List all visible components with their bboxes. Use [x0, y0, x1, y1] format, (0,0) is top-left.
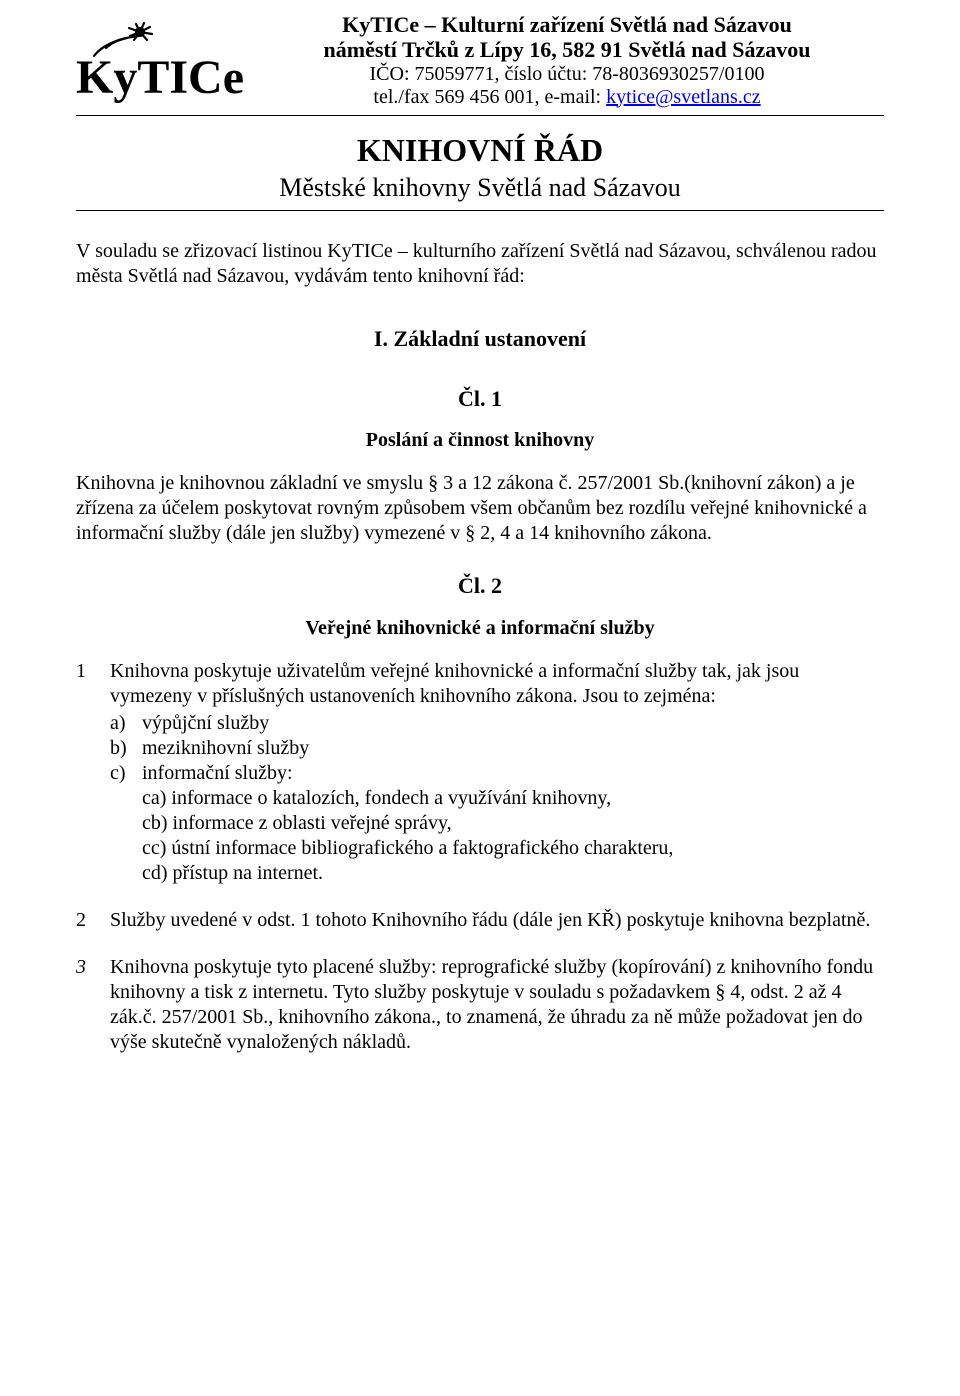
- list-item: cc) ústní informace bibliografického a f…: [142, 836, 884, 861]
- divider: [76, 115, 884, 116]
- org-address: náměstí Trčků z Lípy 16, 582 91 Světlá n…: [250, 37, 884, 62]
- list-item: ca) informace o katalozích, fondech a vy…: [142, 786, 884, 811]
- item-text: meziknihovní služby: [142, 736, 884, 761]
- item-letter: b): [110, 736, 142, 761]
- letterhead: KyTICe KyTICe – Kulturní zařízení Světlá…: [76, 12, 884, 109]
- logo: KyTICe: [76, 12, 250, 102]
- list-item: 1 Knihovna poskytuje uživatelům veřejné …: [76, 659, 884, 886]
- list-item: a) výpůjční služby: [110, 711, 884, 736]
- divider: [76, 210, 884, 211]
- list-item: cd) přístup na internet.: [142, 861, 884, 886]
- item-body: Knihovna poskytuje tyto placené služby: …: [110, 955, 884, 1055]
- item-letter: c): [110, 761, 142, 786]
- logo-text: KyTICe: [76, 54, 244, 102]
- intro-paragraph: V souladu se zřizovací listinou KyTICe –…: [76, 239, 884, 289]
- doc-subtitle: Městské knihovny Světlá nad Sázavou: [76, 172, 884, 205]
- article-text: Knihovna je knihovnou základní ve smyslu…: [76, 471, 884, 546]
- article-number: Čl. 1: [76, 385, 884, 413]
- email-link[interactable]: kytice@svetlans.cz: [606, 86, 760, 108]
- item-number: 3: [76, 955, 110, 1055]
- article-number: Čl. 2: [76, 572, 884, 600]
- list-item: cb) informace z oblasti veřejné správy,: [142, 811, 884, 836]
- contact-prefix: tel./fax 569 456 001, e-mail:: [373, 86, 606, 108]
- list-item: b) meziknihovní služby: [110, 736, 884, 761]
- list-item: 2 Služby uvedené v odst. 1 tohoto Knihov…: [76, 908, 884, 933]
- item-text: informační služby:: [142, 761, 884, 786]
- document-page: KyTICe KyTICe – Kulturní zařízení Světlá…: [0, 0, 960, 1396]
- item-text: výpůjční služby: [142, 711, 884, 736]
- numbered-list: 1 Knihovna poskytuje uživatelům veřejné …: [76, 659, 884, 1055]
- article-title: Poslání a činnost knihovny: [76, 428, 884, 453]
- item-number: 2: [76, 908, 110, 933]
- article-title: Veřejné knihovnické a informační služby: [76, 616, 884, 641]
- org-contact: tel./fax 569 456 001, e-mail: kytice@sve…: [250, 86, 884, 109]
- item-lead: Knihovna poskytuje uživatelům veřejné kn…: [110, 660, 799, 707]
- section-title: I. Základní ustanovení: [76, 325, 884, 353]
- item-number: 1: [76, 659, 110, 886]
- letterhead-text: KyTICe – Kulturní zařízení Světlá nad Sá…: [250, 12, 884, 109]
- letter-list: a) výpůjční služby b) meziknihovní služb…: [110, 711, 884, 786]
- item-letter: a): [110, 711, 142, 736]
- doc-title: KNIHOVNÍ ŘÁD: [76, 130, 884, 170]
- org-ico: IČO: 75059771, číslo účtu: 78-8036930257…: [250, 63, 884, 86]
- item-body: Služby uvedené v odst. 1 tohoto Knihovní…: [110, 908, 884, 933]
- item-body: Knihovna poskytuje uživatelům veřejné kn…: [110, 659, 884, 886]
- org-name: KyTICe – Kulturní zařízení Světlá nad Sá…: [250, 12, 884, 37]
- sub-list: ca) informace o katalozích, fondech a vy…: [110, 786, 884, 886]
- list-item: c) informační služby:: [110, 761, 884, 786]
- list-item: 3 Knihovna poskytuje tyto placené služby…: [76, 955, 884, 1055]
